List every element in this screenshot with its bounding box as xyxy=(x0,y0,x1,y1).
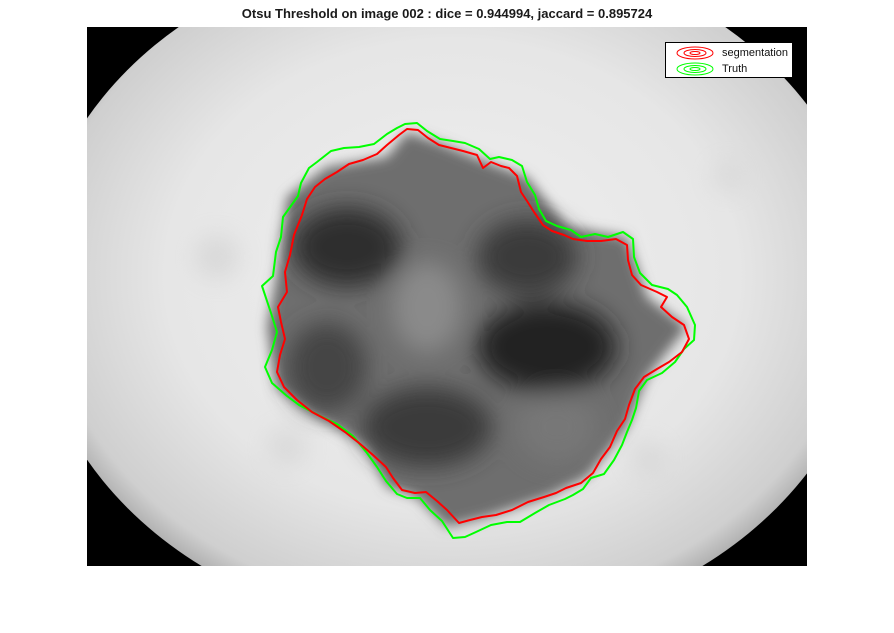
figure-title: Otsu Threshold on image 002 : dice = 0.9… xyxy=(0,6,894,21)
legend: segmentation Truth xyxy=(665,42,793,78)
legend-entry-segmentation: segmentation xyxy=(672,45,788,60)
truth-contour-icon xyxy=(672,62,718,76)
lesion-image-svg xyxy=(87,27,807,566)
legend-entry-truth: Truth xyxy=(672,61,747,76)
skin-lesion-image xyxy=(87,27,807,566)
legend-label-truth: Truth xyxy=(722,63,747,75)
segmentation-contour-icon xyxy=(672,46,718,60)
legend-label-segmentation: segmentation xyxy=(722,47,788,59)
